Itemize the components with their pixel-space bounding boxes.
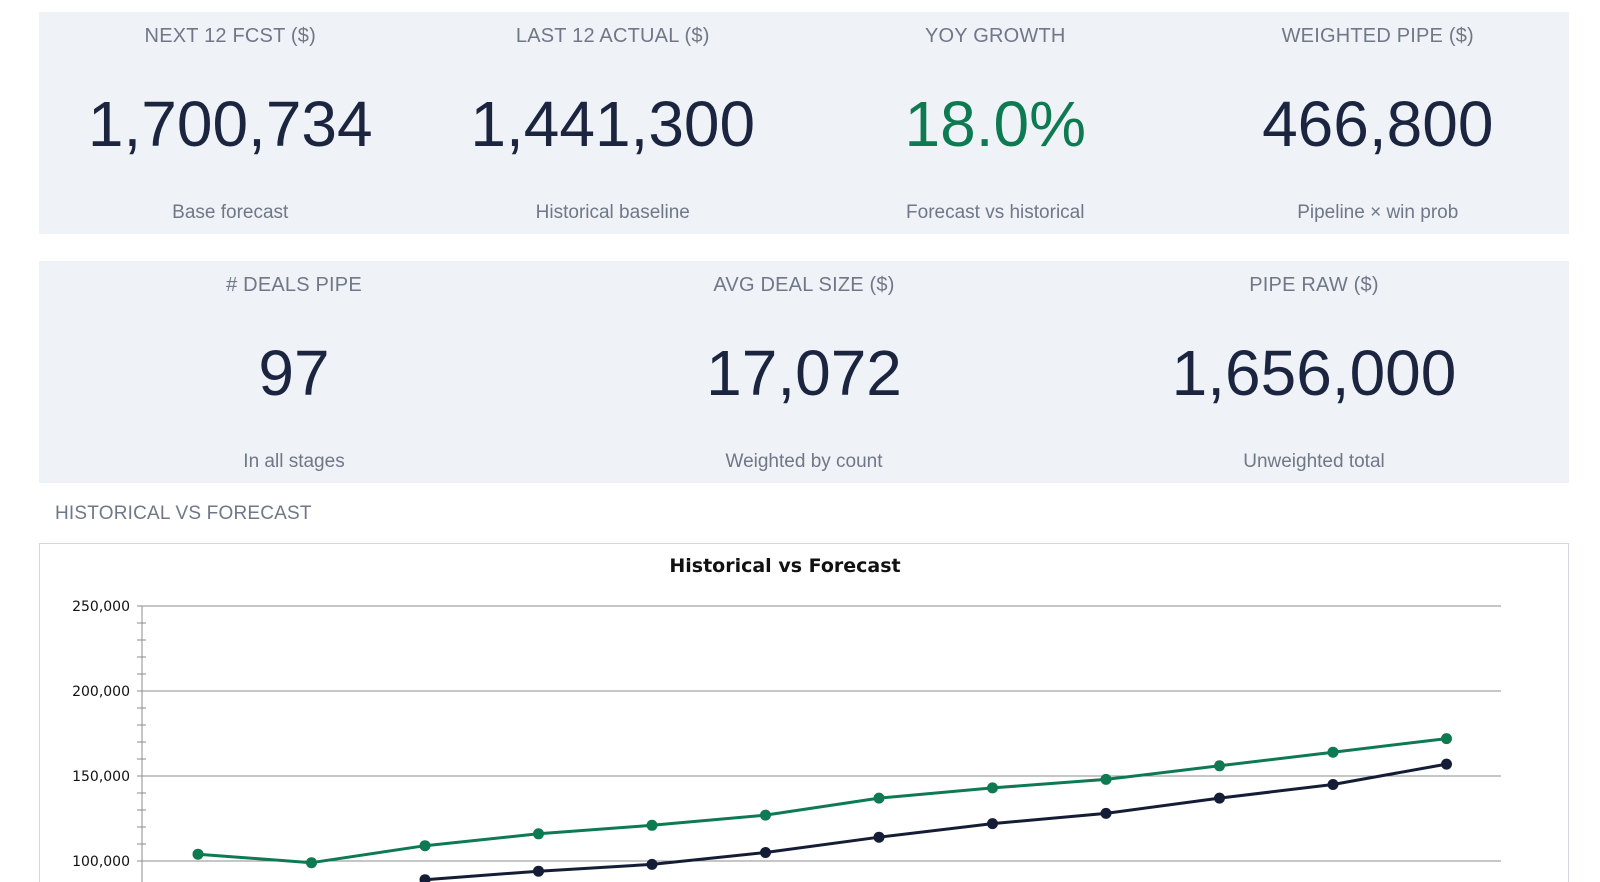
data-point-1: [1100, 807, 1112, 819]
data-point-1: [646, 858, 658, 870]
data-point-0: [192, 848, 204, 860]
historical-vs-forecast-chart: Historical vs Forecast 100,000 150,000 200…: [72, 555, 1501, 882]
data-point-0: [1100, 773, 1112, 785]
kpi-label: WEIGHTED PIPE ($): [1281, 25, 1474, 47]
y-tick-label: 250,000: [72, 599, 130, 615]
kpi-label: # DEALS PIPE: [226, 274, 362, 296]
y-tick-label: 150,000: [72, 769, 130, 785]
data-point-0: [1214, 760, 1225, 772]
kpi-value: 17,072: [706, 337, 902, 409]
kpi-value: 466,800: [1262, 88, 1494, 160]
y-tick-label: 200,000: [72, 684, 130, 700]
kpi-subtitle: Base forecast: [172, 202, 289, 223]
kpi-subtitle: Historical baseline: [535, 202, 690, 223]
data-point-1: [760, 847, 771, 858]
kpi-label: PIPE RAW ($): [1249, 274, 1379, 296]
data-point-1: [1214, 792, 1225, 804]
chart-card: Historical vs Forecast 100,000 150,000 200…: [39, 543, 1569, 882]
data-point-1: [533, 865, 544, 877]
data-point-1: [419, 874, 431, 882]
data-point-1: [1441, 758, 1452, 770]
series-line-1: [424, 762, 1447, 882]
chart-title: Historical vs Forecast: [669, 555, 900, 577]
series-line-0: [197, 737, 1447, 865]
kpi-subtitle: In all stages: [243, 451, 345, 472]
y-tick-label: 100,000: [72, 854, 130, 870]
data-point-0: [646, 819, 658, 831]
data-point-0: [873, 792, 885, 804]
data-point-0: [419, 840, 431, 852]
kpi-value: 1,700,734: [87, 88, 373, 160]
kpi-weighted-pipe: WEIGHTED PIPE ($) 466,800 Pipeline × win…: [1187, 12, 1570, 234]
kpi-label: NEXT 12 FCST ($): [144, 25, 316, 47]
data-point-1: [987, 818, 998, 830]
data-point-0: [1441, 733, 1452, 745]
kpi-avg-deal-size: AVG DEAL SIZE ($) 17,072 Weighted by cou…: [549, 261, 1059, 483]
kpi-value: 18.0%: [904, 88, 1086, 160]
kpi-last-12-actual: LAST 12 ACTUAL ($) 1,441,300 Historical …: [422, 12, 805, 234]
data-point-0: [1327, 746, 1339, 758]
kpi-label: LAST 12 ACTUAL ($): [515, 25, 710, 47]
kpi-subtitle: Pipeline × win prob: [1297, 202, 1459, 223]
kpi-subtitle: Weighted by count: [725, 451, 883, 472]
kpi-yoy-growth: YOY GROWTH 18.0% Forecast vs historical: [804, 12, 1187, 234]
data-point-0: [760, 809, 771, 821]
section-title: HISTORICAL VS FORECAST: [55, 503, 312, 524]
kpi-row-primary: NEXT 12 FCST ($) 1,700,734 Base forecast…: [39, 12, 1569, 234]
data-point-1: [1327, 779, 1339, 790]
kpi-subtitle: Forecast vs historical: [906, 202, 1085, 223]
kpi-label: YOY GROWTH: [924, 25, 1066, 47]
kpi-value: 1,441,300: [470, 88, 756, 160]
kpi-pipe-raw: PIPE RAW ($) 1,656,000 Unweighted total: [1059, 261, 1569, 483]
kpi-row-pipeline: # DEALS PIPE 97 In all stages AVG DEAL S…: [39, 261, 1569, 483]
kpi-value: 97: [258, 337, 330, 409]
kpi-label: AVG DEAL SIZE ($): [713, 274, 895, 296]
data-point-0: [533, 828, 544, 840]
kpi-next-12-forecast: NEXT 12 FCST ($) 1,700,734 Base forecast: [39, 12, 422, 234]
data-point-1: [873, 831, 885, 843]
data-point-0: [306, 857, 317, 869]
kpi-value: 1,656,000: [1171, 337, 1457, 409]
kpi-deals-pipe: # DEALS PIPE 97 In all stages: [39, 261, 549, 483]
data-point-0: [987, 782, 998, 794]
kpi-subtitle: Unweighted total: [1243, 451, 1385, 472]
